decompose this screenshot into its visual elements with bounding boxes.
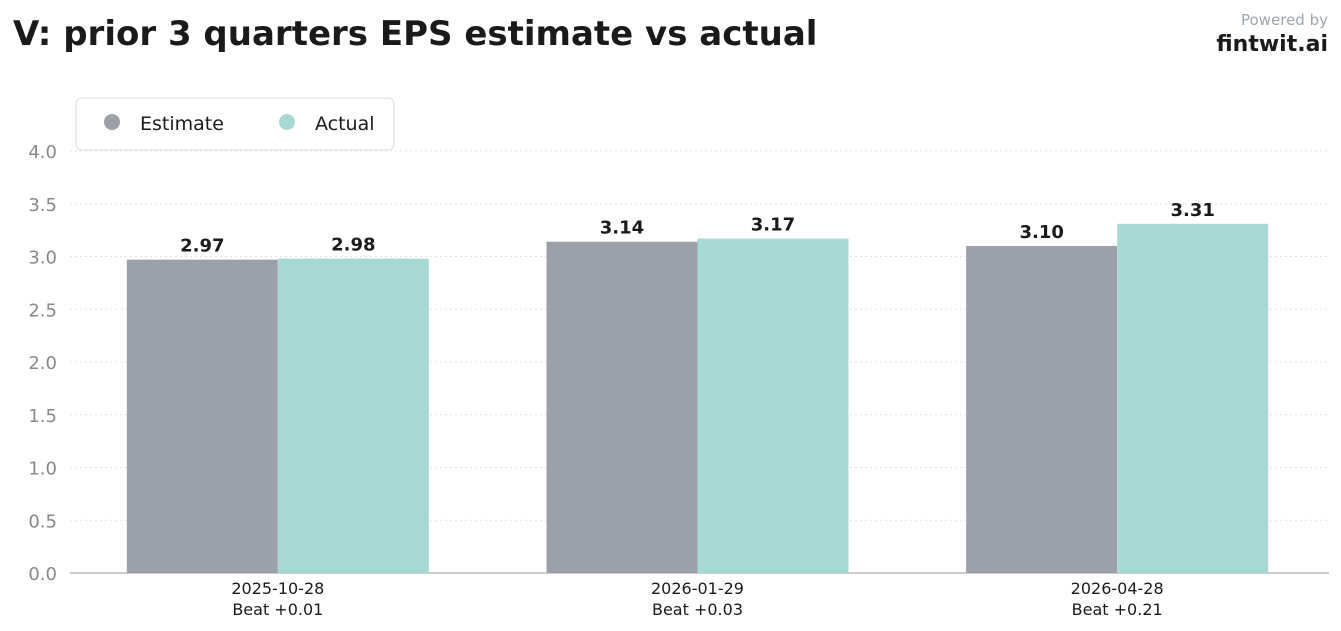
chart-title: V: prior 3 quarters EPS estimate vs actu… [13,14,818,54]
x-tick-label: 2026-01-29 [651,579,744,598]
bar-estimate [546,241,698,574]
x-tick-label: 2026-04-28 [1071,579,1164,598]
powered-by-label: Powered by [1241,11,1328,29]
bar-actual [697,238,849,573]
y-tick-label: 1.0 [28,459,57,480]
y-tick-label: 0.5 [28,511,57,532]
bar-estimate [966,245,1118,573]
y-tick-label: 0.0 [28,564,57,585]
legend-label: Actual [315,113,375,135]
bar-value-label: 2.98 [331,235,375,256]
y-tick-label: 3.5 [28,195,57,216]
bar-value-label: 3.10 [1019,222,1063,243]
x-tick-label: 2025-10-28 [231,579,324,598]
y-tick-label: 2.5 [28,300,57,321]
legend-label: Estimate [140,113,224,135]
bar-value-label: 3.17 [751,215,795,236]
x-tick-sublabel: Beat +0.21 [1072,600,1163,619]
x-tick-sublabel: Beat +0.01 [232,600,323,619]
legend-box [75,97,395,151]
y-tick-label: 4.0 [28,142,57,163]
legend-marker-estimate [104,114,120,130]
bar-value-label: 2.97 [180,236,224,257]
bar-estimate [126,259,278,573]
y-tick-label: 3.0 [28,248,57,269]
legend-marker-actual [279,114,295,130]
bar-value-label: 3.14 [600,218,644,239]
y-tick-label: 2.0 [28,353,57,374]
y-tick-label: 1.5 [28,406,57,427]
brand-logo-text: fintwit.ai [1216,32,1328,57]
bar-value-label: 3.31 [1170,200,1214,221]
bar-actual [1117,223,1269,574]
x-tick-sublabel: Beat +0.03 [652,600,743,619]
bar-actual [277,258,429,573]
